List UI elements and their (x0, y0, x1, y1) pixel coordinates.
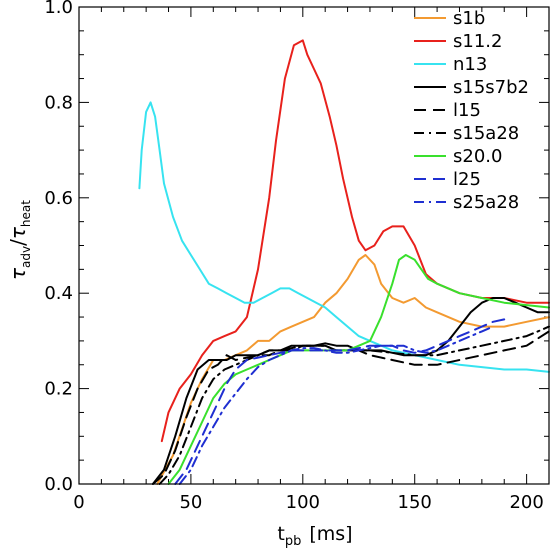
legend-label: l25 (453, 169, 481, 190)
axis-ticks: 0 50 100 150 200 0.0 0.2 0.4 0.6 0.8 1.0 (44, 0, 550, 513)
x-tick-label: 50 (179, 492, 202, 513)
y-tick-label: 0.0 (44, 474, 73, 495)
legend-label: s15s7b2 (453, 77, 529, 98)
legend-label: n13 (453, 54, 487, 75)
legend: s1bs11.2n13s15s7b2l15s15a28s20.0l25s25a2… (414, 8, 529, 213)
series-line-s15a28 (158, 325, 550, 485)
legend-label: s11.2 (453, 31, 502, 52)
series-line-l15 (151, 330, 550, 485)
legend-label: s20.0 (453, 146, 502, 167)
x-tick-label: 150 (398, 492, 432, 513)
plot-frame (78, 6, 550, 485)
y-tick-label: 0.8 (44, 92, 73, 113)
legend-label: s1b (453, 8, 485, 29)
x-axis-label-subscript: pb (285, 534, 302, 549)
series-line-s15s7b2 (151, 297, 550, 485)
y-axis-label-num-symbol: τ (6, 267, 30, 280)
y-tick-label: 0.4 (44, 283, 73, 304)
legend-label: s25a28 (453, 192, 519, 213)
series-line-s1b (156, 254, 550, 485)
series-line-s11-2 (160, 39, 550, 443)
series-line-l25 (174, 318, 506, 485)
y-tick-label: 1.0 (44, 0, 73, 18)
legend-label: l15 (453, 100, 481, 121)
y-tick-label: 0.2 (44, 379, 73, 400)
y-axis-label-slash: / (6, 239, 30, 246)
x-tick-label: 200 (509, 492, 543, 513)
x-axis-label: tpb [ms] (277, 523, 352, 549)
y-axis-label: τadv/τheat (6, 200, 33, 280)
y-tick-label: 0.6 (44, 188, 73, 209)
y-axis-label-den-subscript: heat (19, 200, 33, 227)
x-axis-label-main: t (277, 523, 284, 545)
x-tick-label: 100 (286, 492, 320, 513)
series-layer (138, 39, 550, 485)
series-line-s25a28 (178, 325, 494, 485)
y-axis-label-num-subscript: adv (19, 246, 33, 268)
y-axis-label-den-symbol: τ (6, 226, 30, 239)
x-tick-label: 0 (73, 492, 84, 513)
x-axis-label-unit: [ms] (309, 523, 352, 545)
legend-label: s15a28 (453, 123, 519, 144)
